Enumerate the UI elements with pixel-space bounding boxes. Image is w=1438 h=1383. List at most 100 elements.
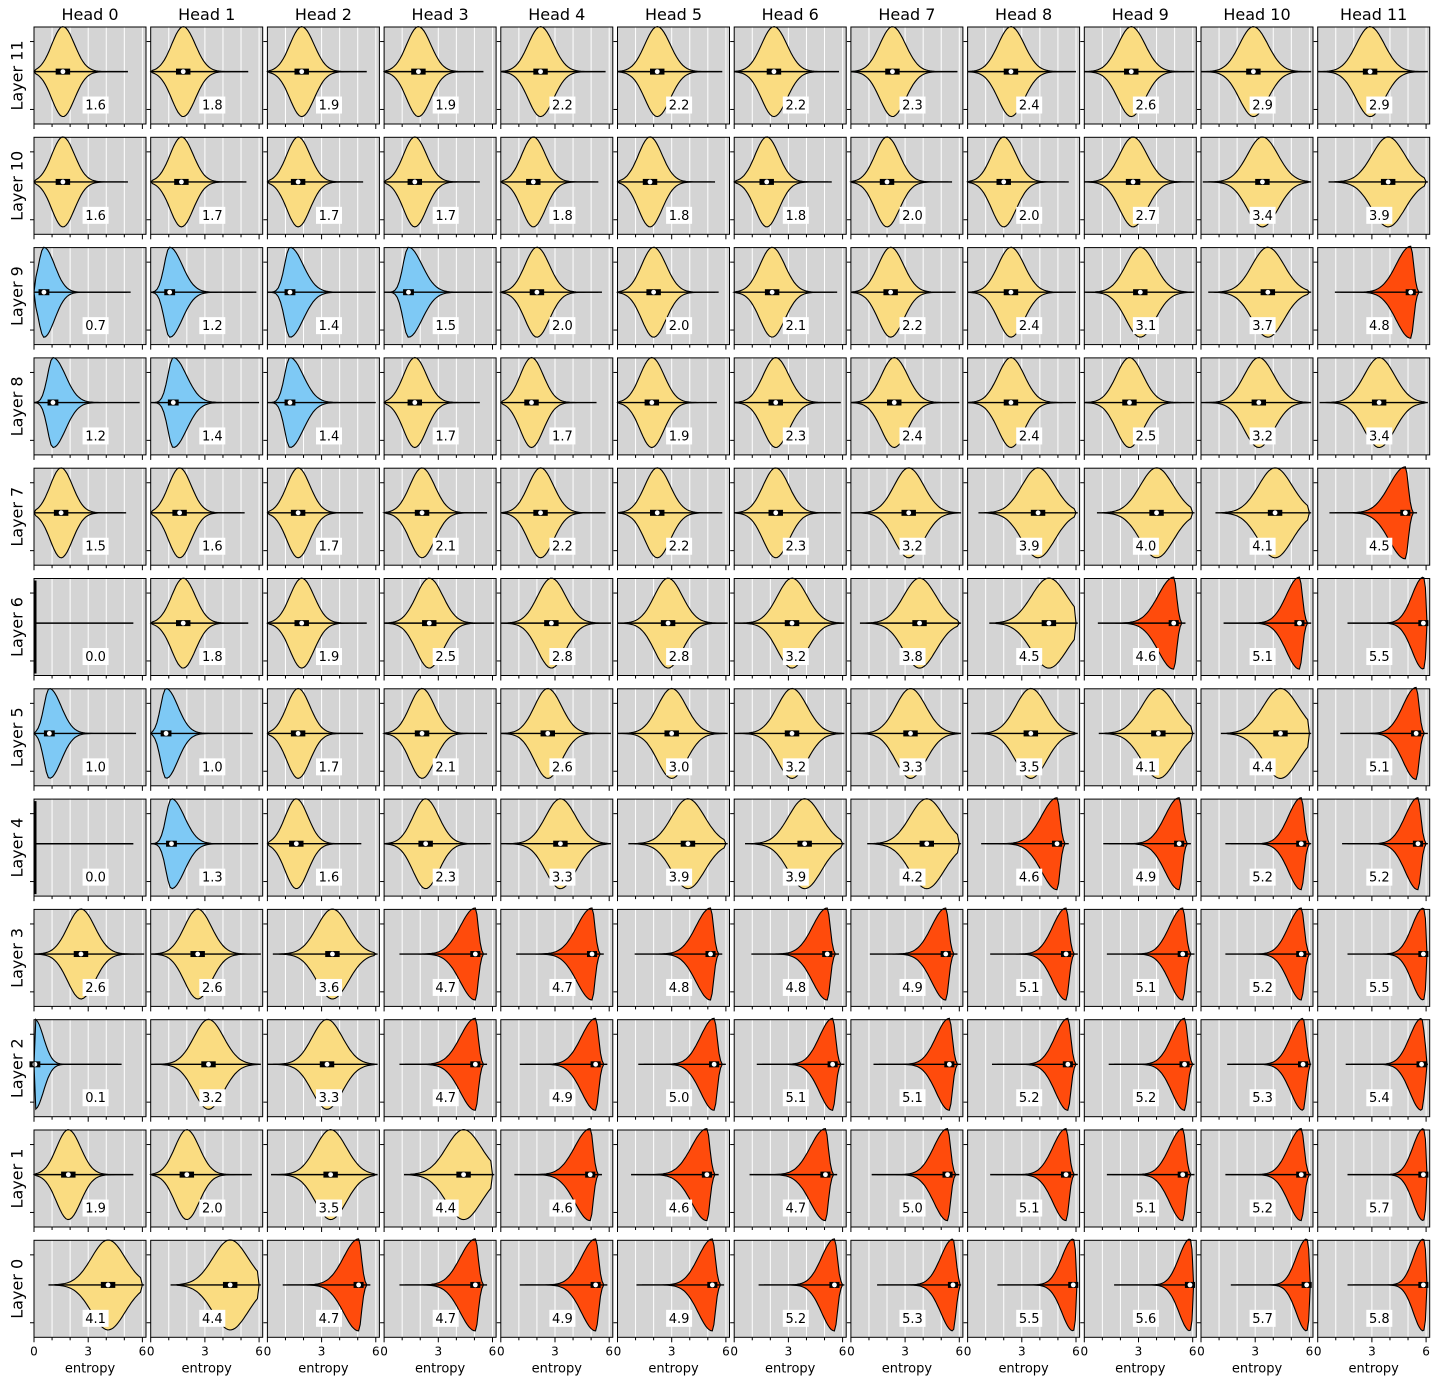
violin-median (1420, 1282, 1426, 1288)
mean-label-box (782, 1089, 809, 1107)
x-tick-label: 3 (201, 1344, 209, 1358)
row-label: Layer 8 (8, 376, 27, 436)
violin-median (46, 731, 52, 736)
mean-label-box (316, 978, 342, 996)
violin-panel: 4.7 (496, 907, 614, 1012)
panel-frame (733, 908, 847, 1007)
mean-label-box (1132, 1309, 1159, 1327)
violin-median (412, 400, 418, 405)
violin-median (789, 731, 795, 736)
violin-panel: 1.9 (380, 26, 497, 129)
mean-label: 3.2 (902, 540, 923, 555)
panel-frame (33, 136, 147, 235)
panel-frame (150, 136, 264, 235)
violin-median (163, 731, 169, 736)
x-axis-label: entropy (415, 1361, 466, 1376)
violin-median (654, 69, 660, 75)
violin-median (1046, 620, 1052, 626)
panel-frame (1317, 247, 1431, 346)
row-label: Layer 10 (8, 151, 27, 221)
mean-label-box (1249, 758, 1276, 776)
panel-frame (733, 467, 847, 566)
violin-panel: 5.2 (1197, 1127, 1314, 1232)
violin-median (704, 1172, 710, 1178)
mean-label: 1.9 (85, 1202, 106, 1217)
mean-label-box (549, 1089, 576, 1107)
violin-panel: 5.1 (1080, 1127, 1197, 1232)
mean-label-box (1366, 317, 1393, 335)
mean-label-box (899, 978, 926, 996)
x-tick-label: 3 (1135, 1344, 1143, 1358)
violin-median (299, 69, 305, 75)
mean-label: 4.6 (1136, 650, 1157, 665)
mean-label-box (1249, 206, 1276, 224)
mean-label-box (666, 427, 693, 445)
violin-panel: 1.8 (496, 136, 614, 240)
mean-label-box (1132, 427, 1159, 445)
violin-panel: 2.4 (963, 246, 1081, 350)
violin-median (287, 289, 293, 295)
mean-label-box (782, 317, 809, 335)
mean-label: 1.7 (552, 429, 573, 444)
violin-panel: 2.5 (380, 577, 497, 681)
violin-median (461, 1172, 466, 1178)
violin-median (1250, 69, 1256, 75)
violin-median (60, 69, 66, 75)
mean-label-box (1366, 1199, 1393, 1217)
violin-median (943, 951, 949, 957)
mean-label-box (782, 868, 809, 886)
violin-median (65, 1172, 71, 1178)
x-axis-label: entropy (298, 1361, 349, 1376)
row-label: Layer 4 (8, 818, 27, 878)
violin-median (771, 69, 777, 75)
violin-median (169, 841, 174, 847)
violin-median (1130, 179, 1136, 185)
mean-label-box (1016, 868, 1043, 886)
panel-frame (266, 247, 380, 346)
mean-label-box (899, 1199, 926, 1217)
panel-frame (1083, 798, 1197, 897)
violin-panel: 2.0 (963, 136, 1081, 240)
violin-panel: 2.8 (496, 577, 614, 681)
mean-label: 1.7 (319, 209, 340, 224)
mean-label: 1.9 (669, 429, 690, 444)
mean-label: 3.6 (319, 981, 340, 996)
mean-label-box (899, 868, 926, 886)
x-tick-label: 0 (264, 1344, 272, 1358)
violin-median (789, 620, 795, 626)
mean-label: 2.3 (435, 871, 456, 886)
violin-median (823, 1172, 828, 1178)
violin-panel: 3.2 (730, 687, 847, 791)
violin-panel: 5.5 0 3 6 entropy (963, 1238, 1081, 1376)
violin-median (328, 1172, 334, 1178)
violin-median (58, 510, 64, 516)
mean-label: 2.8 (669, 650, 690, 665)
violin-median (105, 1282, 111, 1288)
mean-label: 4.5 (1019, 650, 1040, 665)
violin-panel: 4.6 (613, 1127, 730, 1232)
panel-frame (617, 908, 730, 1007)
x-tick-label: 6 (1189, 1344, 1197, 1358)
violin-median (1420, 951, 1426, 957)
mean-label-box (316, 648, 342, 666)
mean-label: 1.4 (319, 429, 340, 444)
mean-label: 4.8 (669, 981, 690, 996)
mean-label: 5.8 (1369, 1312, 1390, 1327)
panel-frame (967, 688, 1081, 787)
panel-frame (1317, 136, 1431, 235)
column-title: Head 7 (878, 5, 935, 24)
panel-frame (1317, 908, 1431, 1007)
x-tick-label: 6 (489, 1344, 497, 1358)
panel-frame (617, 578, 730, 676)
violin-panel: 1.7 (146, 136, 264, 240)
column-title: Head 0 (61, 5, 118, 24)
violin-median (669, 731, 675, 736)
mean-label-box (666, 978, 693, 996)
panel-frame (500, 908, 614, 1007)
violin-median (1065, 1061, 1071, 1067)
panel-frame (383, 1239, 497, 1338)
violin-panel: 5.5 (1313, 907, 1431, 1012)
violin-median (1070, 1282, 1076, 1288)
violin-median (593, 1282, 599, 1288)
